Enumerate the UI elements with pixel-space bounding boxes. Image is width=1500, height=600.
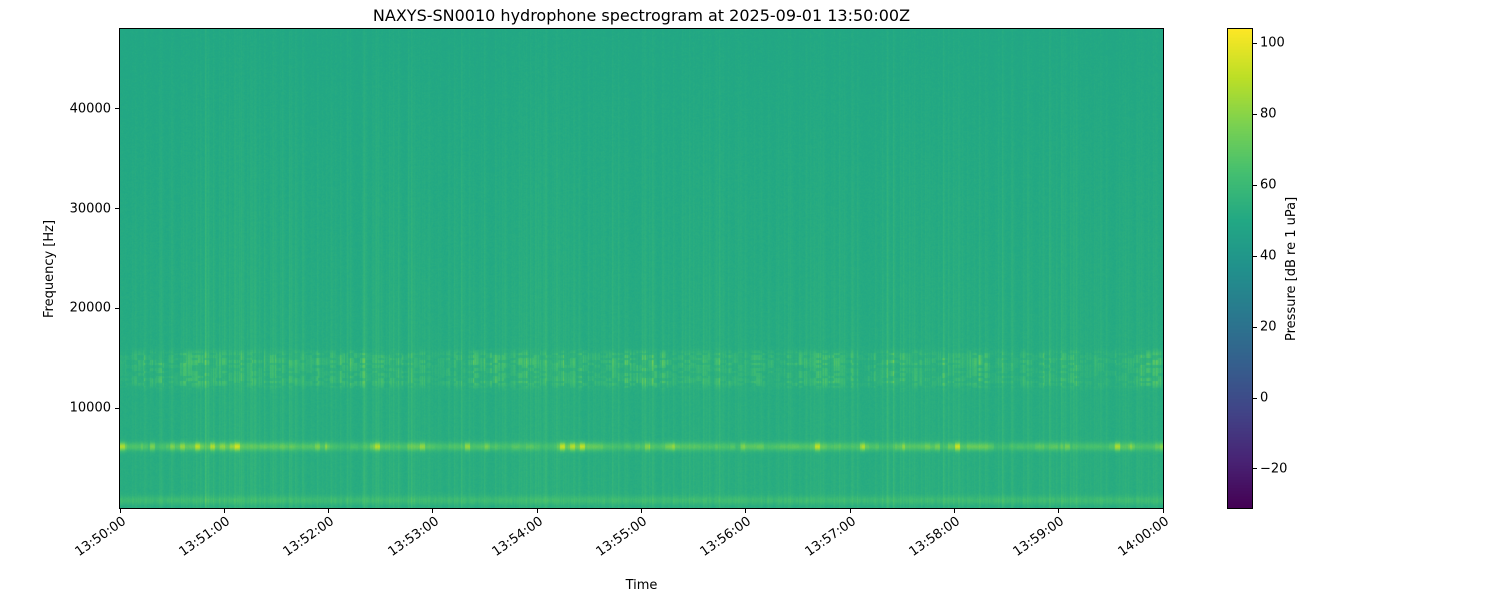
x-tick-label: 13:58:00 bbox=[906, 514, 963, 560]
y-tick-mark bbox=[115, 407, 119, 409]
y-axis-label: Frequency [Hz] bbox=[42, 219, 57, 318]
x-tick-mark bbox=[536, 509, 538, 513]
colorbar-tick-label: 40 bbox=[1260, 248, 1277, 264]
x-tick-label: 13:54:00 bbox=[489, 514, 546, 560]
x-tick-label: 13:56:00 bbox=[697, 514, 755, 560]
x-tick-mark bbox=[1162, 509, 1164, 513]
colorbar-label: Pressure [dB re 1 uPa] bbox=[1284, 196, 1299, 341]
y-tick-mark bbox=[115, 108, 119, 110]
x-tick-mark bbox=[849, 509, 851, 513]
x-tick-label: 13:59:00 bbox=[1010, 514, 1068, 560]
plot-area: 13:50:00 13:51:00 13:52:00 13:53:00 13:54:00… bbox=[70, 28, 1172, 560]
colorbar-tick-mark bbox=[1253, 113, 1257, 115]
colorbar-tick-mark bbox=[1253, 468, 1257, 470]
colorbar-tick-label: 100 bbox=[1260, 35, 1285, 51]
colorbar-gradient bbox=[1228, 29, 1252, 508]
colorbar-tick-label: 60 bbox=[1260, 177, 1277, 193]
chart-title: NAXYS-SN0010 hydrophone spectrogram at 2… bbox=[372, 6, 911, 25]
x-tick-label: 13:57:00 bbox=[802, 514, 859, 560]
x-tick-label: 13:53:00 bbox=[385, 514, 442, 560]
y-tick-label: 20000 bbox=[69, 300, 111, 316]
colorbar-tick-label: 80 bbox=[1260, 106, 1277, 122]
colorbar-tick-mark bbox=[1253, 42, 1257, 44]
x-tick-label: 13:50:00 bbox=[72, 514, 129, 560]
x-tick-mark bbox=[328, 509, 330, 513]
y-tick-mark bbox=[115, 208, 119, 210]
colorbar-tick-mark bbox=[1253, 255, 1257, 257]
x-tick-mark bbox=[119, 509, 121, 513]
x-tick-label: 13:51:00 bbox=[176, 514, 233, 560]
x-tick-label: 13:52:00 bbox=[280, 514, 338, 560]
colorbar-tick-label: 20 bbox=[1260, 319, 1277, 335]
colorbar-tick-mark bbox=[1253, 326, 1257, 328]
x-tick-label: 13:55:00 bbox=[593, 514, 651, 560]
y-tick-mark bbox=[115, 307, 119, 309]
x-axis-label: Time bbox=[625, 578, 658, 593]
x-tick-mark bbox=[641, 509, 642, 513]
colorbar-tick-label: 0 bbox=[1260, 390, 1269, 406]
colorbar-tick-mark bbox=[1253, 184, 1257, 186]
x-tick-label: 14:00:00 bbox=[1115, 514, 1172, 560]
colorbar-tick-mark bbox=[1253, 397, 1257, 399]
x-tick-mark bbox=[1058, 509, 1060, 513]
x-tick-mark bbox=[745, 509, 747, 513]
spectrogram-image bbox=[120, 29, 1163, 508]
y-tick-label: 30000 bbox=[69, 201, 111, 217]
x-tick-mark bbox=[432, 509, 434, 513]
colorbar: 100 80 60 40 20 0 −20 bbox=[1227, 28, 1287, 509]
x-tick-mark bbox=[223, 509, 225, 513]
y-tick-label: 40000 bbox=[69, 101, 111, 117]
x-tick-mark bbox=[953, 509, 955, 513]
y-tick-label: 10000 bbox=[69, 400, 111, 416]
